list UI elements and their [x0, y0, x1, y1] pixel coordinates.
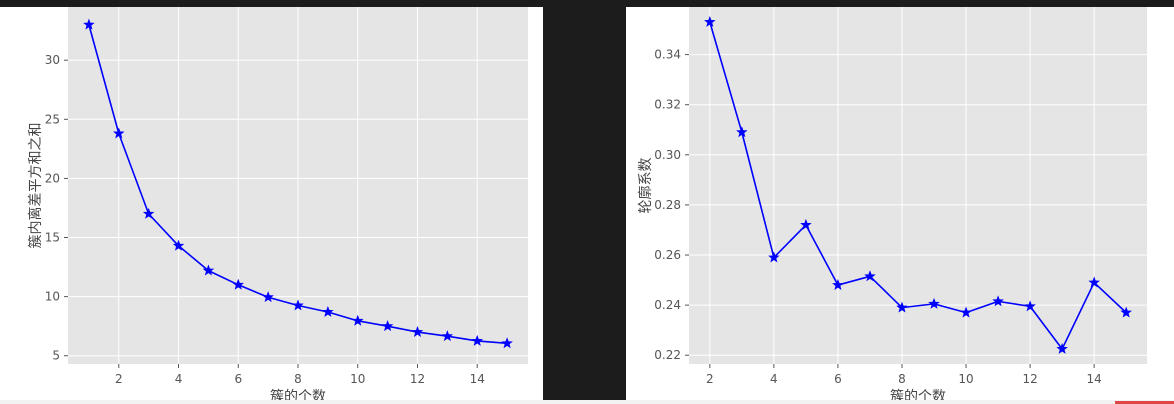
data-point	[471, 334, 483, 346]
data-point	[736, 126, 748, 138]
y-tick-label: 0.22	[654, 348, 681, 362]
x-tick-label: 12	[410, 372, 425, 386]
y-tick-label: 0.30	[654, 148, 681, 162]
data-point	[113, 127, 125, 139]
data-point	[704, 15, 716, 27]
y-tick-label: 15	[45, 231, 60, 245]
data-point	[864, 270, 876, 282]
data-point	[768, 251, 780, 263]
data-point	[1056, 342, 1068, 354]
x-axis-label: 簇的个数	[270, 389, 326, 402]
data-point	[381, 320, 394, 332]
x-tick-label: 12	[1022, 372, 1037, 386]
data-point	[83, 18, 95, 30]
data-point	[960, 306, 972, 318]
inertia-elbow-chart: 2 4 6 8 10 12 14 5 10 15 20 25 30 簇的个数 簇内离差平方和之和	[27, 7, 528, 402]
plot-area	[689, 7, 1147, 364]
y-tick-label: 0.34	[654, 48, 681, 62]
y-axis-label: 轮廓系数	[637, 158, 654, 214]
x-tick-label: 2	[706, 372, 714, 386]
chart-panel-inertia: 2 4 6 8 10 12 14 5 10 15 20 25 30 簇的个数 簇内离差平方和之和	[0, 7, 543, 402]
x-tick-label: 6	[234, 372, 242, 386]
data-point	[411, 326, 424, 337]
y-axis-label: 簇内离差平方和之和	[27, 123, 44, 249]
data-point	[896, 301, 908, 313]
y-tick-label: 20	[45, 171, 60, 185]
data-point	[142, 207, 155, 219]
x-tick-label: 10	[958, 372, 973, 386]
data-point	[202, 264, 215, 276]
data-point	[172, 239, 185, 251]
y-tick-label: 0.24	[654, 298, 681, 312]
data-point	[928, 297, 940, 309]
x-tick-label: 8	[294, 372, 302, 386]
x-tick-label: 14	[470, 372, 485, 386]
data-point	[441, 330, 454, 342]
y-tick-label: 0.26	[654, 248, 681, 262]
data-point	[1024, 300, 1036, 312]
y-tick-label: 0.32	[654, 98, 681, 112]
data-point	[1088, 276, 1100, 288]
data-point	[322, 305, 334, 317]
y-tick-label: 30	[45, 53, 60, 67]
data-point	[1120, 306, 1132, 318]
data-point	[262, 291, 274, 303]
y-tick-label: 25	[45, 112, 60, 126]
y-tick-label: 0.28	[654, 198, 681, 212]
data-point	[351, 314, 364, 326]
data-point	[232, 278, 245, 290]
series-line	[709, 21, 1127, 350]
x-tick-label: 8	[898, 372, 906, 386]
x-axis-label: 簇的个数	[890, 389, 946, 402]
bottom-accent	[1115, 401, 1174, 404]
data-point	[800, 218, 812, 230]
data-point	[832, 279, 844, 290]
data-point	[992, 295, 1004, 307]
x-tick-label: 6	[834, 372, 842, 386]
x-tick-label: 4	[770, 372, 778, 386]
y-tick-label: 10	[45, 290, 60, 304]
bottom-strip	[0, 400, 1174, 404]
x-tick-label: 14	[1087, 372, 1102, 386]
silhouette-score-chart: 2 4 6 8 10 12 14 0.22 0.24 0.26 0.28 0.30 0.32 0.34 簇的…	[637, 7, 1147, 402]
x-tick-label: 10	[350, 372, 365, 386]
data-point	[501, 337, 513, 349]
chart-panel-silhouette: 2 4 6 8 10 12 14 0.22 0.24 0.26 0.28 0.30 0.32 0.34 簇的…	[626, 7, 1174, 402]
x-tick-label: 4	[175, 372, 183, 386]
y-tick-label: 5	[52, 349, 60, 363]
x-tick-label: 2	[115, 372, 123, 386]
data-point	[292, 299, 304, 311]
